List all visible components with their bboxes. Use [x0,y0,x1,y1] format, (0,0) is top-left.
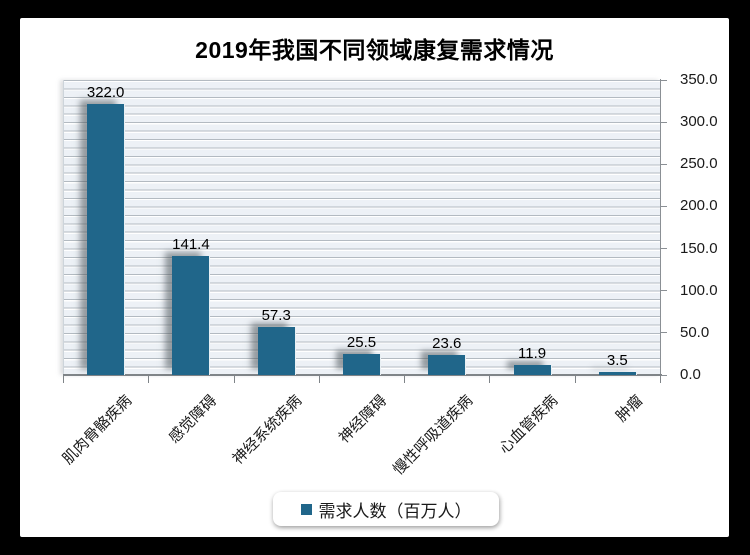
bar-value-label: 141.4 [172,235,210,253]
x-axis-tick [148,376,150,383]
bar [513,364,552,375]
y-axis-tick-label: 50.0 [680,323,710,341]
x-axis-tick [574,376,576,383]
y-axis-tick-label: 300.0 [680,113,718,131]
legend: 需求人数（百万人） [273,492,499,526]
y-axis-line [660,79,661,376]
y-axis-tick-label: 250.0 [680,155,718,173]
x-axis-tick [489,376,491,383]
bar [87,103,126,375]
y-axis-tick [661,163,667,165]
x-axis-category-label: 感觉障碍 [165,392,221,447]
y-axis-tick [661,290,667,292]
x-axis-tick [63,376,64,383]
bar-value-label: 3.5 [606,352,628,370]
bar [257,326,296,375]
x-axis-line [63,374,662,376]
x-axis-category-label: 慢性呼吸道疾病 [389,392,476,479]
bar [172,255,211,375]
legend-series-marker-icon [300,503,312,515]
bar-value-label: 23.6 [432,335,462,353]
x-axis-category-label: 神经障碍 [336,392,391,447]
x-axis-category-label: 神经系统疾病 [229,392,306,468]
y-axis-tick [661,121,667,123]
y-axis-tick-label: 350.0 [680,71,718,88]
bar [343,353,381,375]
y-axis-tick-label: 0.0 [680,366,701,383]
x-axis-category-label: 肿瘤 [613,392,647,426]
x-axis-tick [404,376,406,383]
y-axis-tick-label: 150.0 [680,239,718,257]
y-axis-tick [661,374,667,376]
chart-title: 2019年我国不同领域康复需求情况 [195,37,554,63]
bar [428,355,467,375]
bar-value-label: 11.9 [518,344,547,362]
y-axis-tick [661,332,667,334]
bar-value-label: 25.5 [346,333,377,351]
y-axis-tick [661,205,667,207]
bar-value-label: 322.0 [86,83,125,101]
x-axis-category-label: 心血管疾病 [496,392,562,458]
x-axis-category-label: 肌肉骨骼疾病 [59,392,135,468]
y-axis-tick [661,79,667,81]
x-axis-tick [660,376,661,383]
bar [598,372,637,375]
chart-card: 2019年我国不同领域康复需求情况 322.0 141.4 57.3 25.5 23.6… [20,18,729,537]
y-axis-tick [661,248,667,250]
bar-value-label: 57.3 [261,306,291,324]
y-axis-tick-label: 200.0 [680,197,718,215]
y-axis-tick-label: 100.0 [680,281,718,299]
legend-label: 需求人数（百万人） [318,501,472,521]
x-axis-tick [233,376,235,383]
x-axis-tick [318,376,320,383]
plot-area [63,80,661,375]
